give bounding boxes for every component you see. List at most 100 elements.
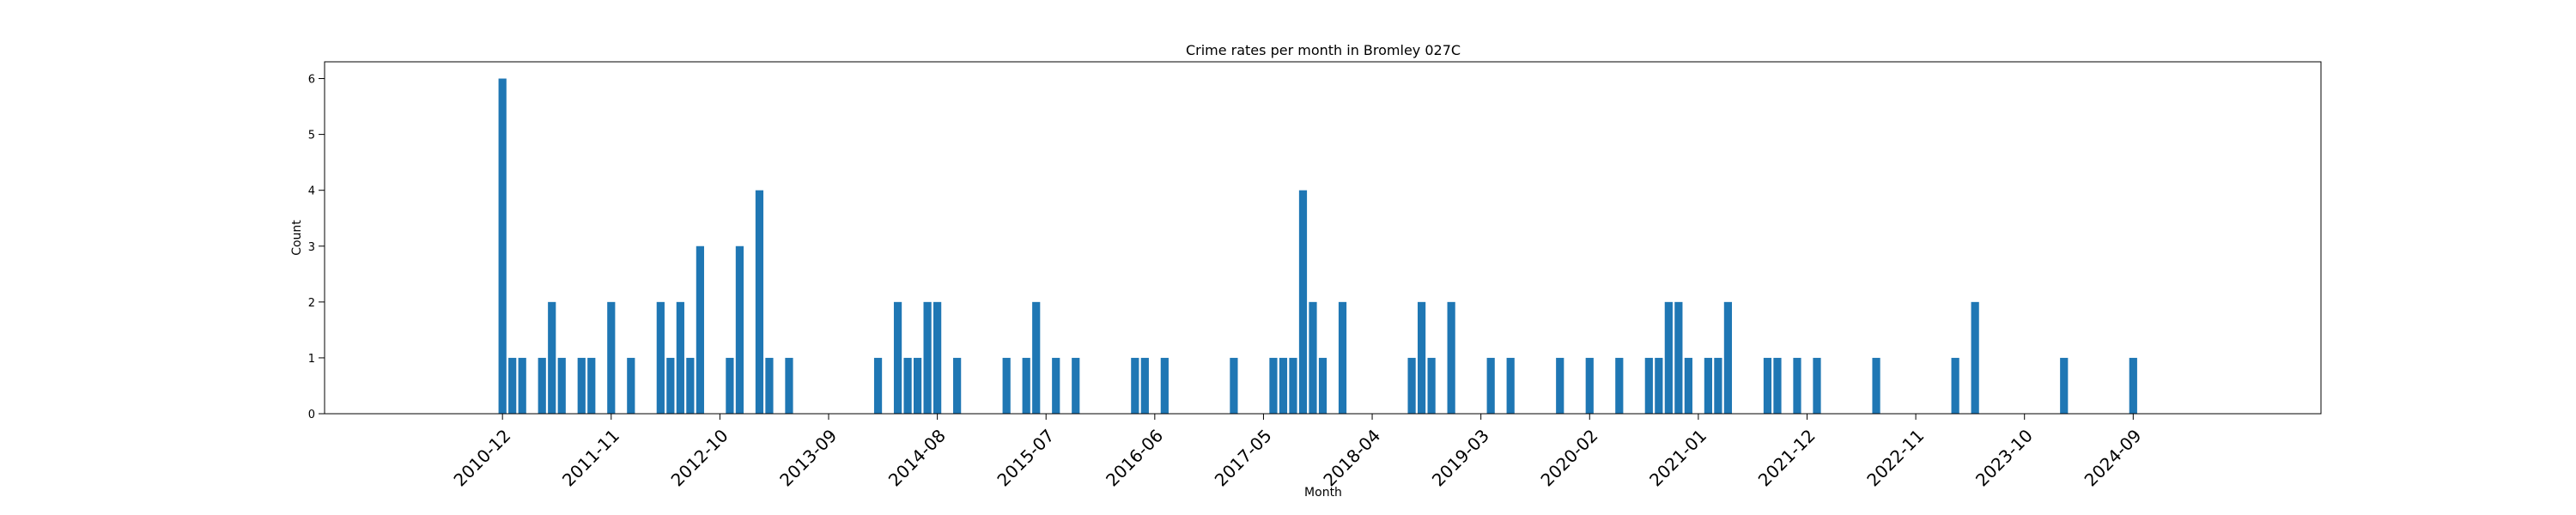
bar	[1486, 357, 1495, 414]
bar	[913, 357, 922, 414]
bar	[2129, 357, 2137, 414]
x-tick-label: 2016-06	[1102, 425, 1167, 490]
bar	[1684, 357, 1692, 414]
y-tick-label: 2	[308, 297, 315, 310]
bar	[1131, 357, 1139, 414]
bar	[785, 357, 793, 414]
bar	[686, 357, 695, 414]
x-tick-label: 2023-10	[1971, 425, 2037, 490]
bar	[1556, 357, 1564, 414]
bar	[557, 357, 566, 414]
bar	[696, 245, 704, 414]
y-axis-label: Count	[290, 220, 304, 256]
bar	[1269, 357, 1278, 414]
bar	[726, 357, 734, 414]
bar	[1655, 357, 1663, 414]
bar	[873, 357, 883, 414]
plot-frame	[324, 61, 2322, 415]
y-tick-label: 5	[308, 130, 315, 142]
bar	[1032, 301, 1041, 414]
bar	[933, 301, 942, 414]
bar	[1160, 357, 1169, 414]
bar	[923, 301, 932, 414]
bar	[1714, 357, 1722, 414]
bar	[508, 357, 517, 414]
bar	[676, 301, 684, 414]
bar	[1644, 357, 1653, 414]
bar	[1309, 301, 1317, 414]
bar	[1447, 301, 1455, 414]
y-tick-label: 6	[308, 74, 315, 87]
x-tick-label: 2021-01	[1645, 425, 1710, 490]
bar	[577, 357, 586, 414]
x-tick-label: 2017-05	[1211, 425, 1276, 490]
x-tick-label: 2021-12	[1754, 425, 1820, 490]
bar	[1872, 357, 1880, 414]
bar	[587, 357, 596, 414]
bar	[1338, 301, 1347, 414]
bar	[1664, 301, 1673, 414]
x-tick-label: 2024-09	[2081, 425, 2146, 490]
x-tick-label: 2011-11	[558, 425, 623, 490]
bar	[1793, 357, 1801, 414]
bar	[1417, 301, 1426, 414]
x-tick-label: 2020-02	[1536, 425, 1601, 490]
x-tick-label: 2022-11	[1862, 425, 1928, 490]
y-tick-label: 3	[308, 241, 315, 254]
bar	[1723, 301, 1733, 414]
bar	[1971, 301, 1979, 414]
bar	[1704, 357, 1712, 414]
bar	[498, 78, 507, 415]
bar	[1022, 357, 1030, 414]
x-tick-label: 2010-12	[449, 425, 514, 490]
bars	[498, 78, 2137, 415]
bar	[538, 357, 546, 414]
bar	[755, 190, 764, 414]
bar	[607, 301, 616, 414]
bar	[893, 301, 902, 414]
bar	[1773, 357, 1782, 414]
bar	[1298, 190, 1308, 414]
bar	[1407, 357, 1416, 414]
bar	[1072, 357, 1080, 414]
bar	[765, 357, 774, 414]
x-axis: 2010-12 2011-11 2012-10 2013-09 2014-08 2015-…	[449, 414, 2146, 490]
y-tick-label: 4	[308, 185, 315, 198]
bar	[548, 301, 556, 414]
x-tick-label: 2018-04	[1319, 425, 1384, 490]
bar	[518, 357, 526, 414]
chart-title: Crime rates per month in Bromley 027C	[1186, 42, 1461, 58]
y-tick-label: 1	[308, 353, 315, 366]
bar	[1506, 357, 1515, 414]
bar	[1763, 357, 1772, 414]
bar	[953, 357, 962, 414]
bar	[903, 357, 912, 414]
y-axis: 0 1 2 3 4 5 6	[308, 74, 325, 421]
bar	[1585, 357, 1594, 414]
bar	[1140, 357, 1149, 414]
bar	[1289, 357, 1297, 414]
x-tick-label: 2015-07	[993, 425, 1058, 490]
bar	[1052, 357, 1060, 414]
bar	[1427, 357, 1436, 414]
bar	[666, 357, 675, 414]
bar	[1674, 301, 1683, 414]
bar	[627, 357, 635, 414]
bar	[1230, 357, 1238, 414]
bar	[1951, 357, 1959, 414]
x-tick-label: 2019-03	[1428, 425, 1493, 490]
x-tick-label: 2013-09	[775, 425, 841, 490]
bar	[1318, 357, 1327, 414]
bar	[656, 301, 665, 414]
y-tick-label: 0	[308, 409, 315, 421]
bar	[735, 245, 744, 414]
bar	[1813, 357, 1821, 414]
bar	[1279, 357, 1288, 414]
bar	[1615, 357, 1624, 414]
x-tick-label: 2014-08	[884, 425, 950, 490]
bar	[2060, 357, 2069, 414]
x-axis-label: Month	[1304, 486, 1342, 500]
bar	[1002, 357, 1011, 414]
x-tick-label: 2012-10	[667, 425, 732, 490]
